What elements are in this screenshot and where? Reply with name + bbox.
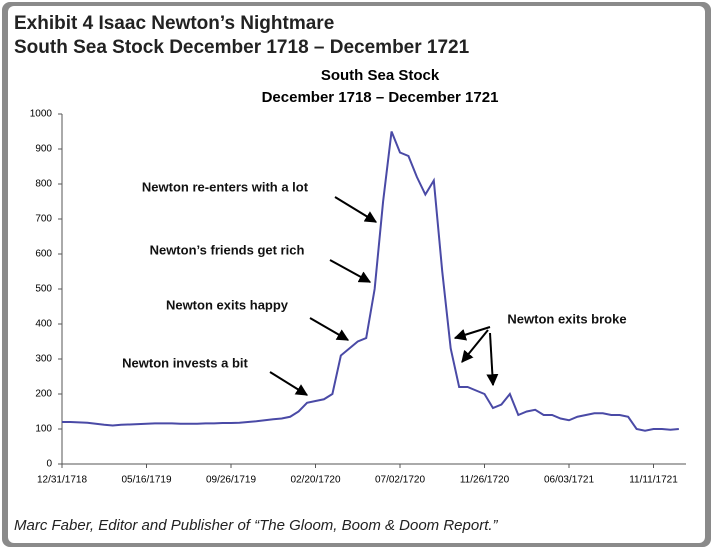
y-tick-label: 300	[35, 354, 52, 365]
x-tick-label: 02/20/1720	[290, 475, 340, 486]
x-tick-label: 06/03/1721	[544, 475, 594, 486]
y-tick-label: 900	[35, 144, 52, 155]
x-tick-label: 12/31/1718	[37, 475, 87, 486]
x-tick-label: 05/16/1719	[121, 475, 171, 486]
y-tick-label: 100	[35, 424, 52, 435]
x-tick-label: 09/26/1719	[206, 475, 256, 486]
y-tick-label: 800	[35, 179, 52, 190]
x-tick-label: 11/26/1720	[460, 475, 510, 486]
chart-subtitle: December 1718 – December 1721	[262, 89, 499, 106]
arrow	[334, 196, 378, 223]
arrow	[461, 329, 489, 363]
footer: Marc Faber, Editor and Publisher of “The…	[14, 517, 499, 534]
arrow	[486, 332, 499, 387]
y-tick-label: 1000	[30, 109, 53, 120]
chart-title: South Sea Stock	[321, 67, 440, 84]
y-tick-label: 500	[35, 284, 52, 295]
annotation: Newton exits happy	[166, 297, 289, 312]
y-tick-label: 600	[35, 249, 52, 260]
arrow	[329, 259, 372, 283]
y-tick-label: 200	[35, 389, 52, 400]
arrow	[453, 326, 491, 341]
line-series	[62, 131, 679, 432]
page-title: Exhibit 4 Isaac Newton’s Nightmare	[14, 13, 334, 34]
x-tick-label: 07/02/1720	[375, 475, 425, 486]
y-tick-label: 0	[46, 459, 52, 470]
annotation: Newton exits broke	[507, 311, 626, 326]
annotation: Newton invests a bit	[122, 355, 248, 370]
annotation: Newton’s friends get rich	[150, 242, 305, 257]
page-subtitle: South Sea Stock December 1718 – December…	[14, 37, 470, 58]
y-tick-label: 700	[35, 214, 52, 225]
x-tick-label: 11/11/1721	[629, 475, 678, 486]
y-tick-label: 400	[35, 319, 52, 330]
annotation: Newton re-enters with a lot	[142, 179, 309, 194]
arrow	[309, 317, 350, 341]
arrow	[269, 371, 309, 396]
